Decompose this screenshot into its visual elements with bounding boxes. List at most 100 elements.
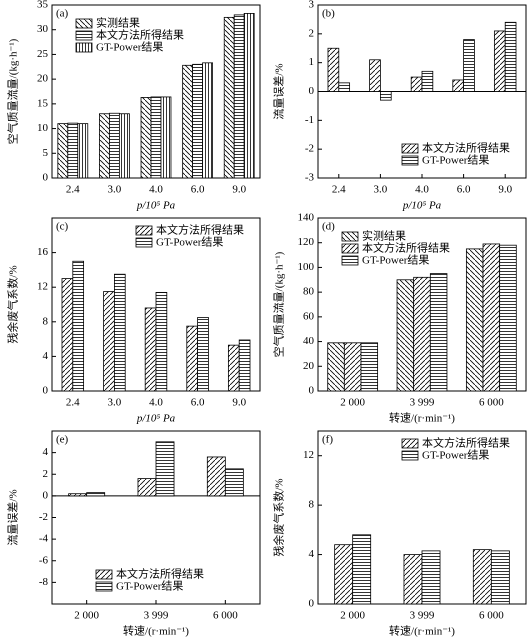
legend-label: 实测结果	[362, 229, 406, 243]
y-axis-label: 残余废气系数/%	[272, 478, 286, 556]
panel-label: (f)	[322, 434, 333, 446]
bar	[429, 273, 448, 392]
x-tick-label: 3.0	[108, 397, 122, 409]
bar	[327, 342, 345, 392]
y-tick-label: 2	[309, 27, 315, 39]
y-tick-label: 8	[309, 499, 315, 511]
y-tick-label: 25	[37, 48, 49, 60]
bar	[343, 342, 362, 392]
legend-swatch	[75, 30, 93, 41]
x-tick-label: 4.0	[149, 397, 163, 409]
bar	[327, 47, 340, 92]
y-tick-label: 35	[37, 0, 49, 11]
y-tick-label: 1	[309, 56, 315, 68]
bar	[490, 550, 510, 605]
bar	[114, 273, 126, 392]
bar	[103, 291, 115, 392]
y-tick-label: 8	[43, 315, 49, 327]
bar	[67, 122, 79, 179]
bar	[186, 325, 198, 392]
x-axis-label: p/10⁵ Pa	[136, 413, 176, 425]
legend-label: GT-Power结果	[422, 154, 489, 167]
y-tick-label: 4	[309, 548, 315, 560]
legend-label: GT-Power结果	[116, 580, 183, 593]
y-tick-label: 140	[298, 212, 315, 224]
y-tick-label: 40	[303, 335, 315, 347]
legend-label: 本文方法所得结果	[116, 567, 204, 581]
y-tick-label: -2	[305, 143, 314, 155]
x-axis-label: p/10⁵ Pa	[402, 200, 442, 212]
bar	[223, 16, 235, 179]
panel-label: (c)	[56, 221, 69, 233]
legend-swatch	[75, 42, 93, 53]
y-tick-label: 16	[37, 246, 49, 258]
legend-swatch	[135, 237, 153, 248]
y-tick-label: 0	[309, 598, 315, 610]
legend-label: GT-Power结果	[422, 449, 489, 462]
x-tick-label: 9.0	[498, 184, 512, 196]
bar	[86, 492, 106, 497]
legend-label: 实测结果	[96, 16, 140, 30]
y-tick-label: 120	[298, 236, 315, 248]
y-tick-label: -4	[39, 533, 49, 545]
bar	[140, 97, 152, 179]
x-tick-label: 3 999	[410, 397, 435, 409]
legend-swatch	[341, 243, 359, 254]
x-tick-label: 2.4	[66, 184, 80, 196]
legend-swatch	[341, 231, 359, 242]
x-axis-label: 转速/(r·min⁻¹)	[389, 624, 455, 638]
bar	[352, 534, 372, 605]
bar	[472, 549, 492, 605]
bar	[72, 260, 85, 392]
bar	[243, 13, 255, 179]
bar	[338, 82, 351, 92]
bar	[197, 317, 209, 392]
legend-swatch	[135, 225, 153, 236]
y-tick-label: 2	[43, 468, 49, 480]
bar	[379, 91, 392, 101]
bar	[410, 76, 423, 92]
y-tick-label: -2	[39, 511, 48, 523]
y-tick-label: 30	[37, 23, 49, 35]
bar	[463, 39, 475, 92]
y-axis-label: 空气质量流量/(kg·h⁻¹)	[6, 38, 20, 144]
x-tick-label: 2 000	[340, 610, 365, 622]
bar	[150, 96, 162, 179]
legend-swatch	[95, 569, 113, 580]
bar	[224, 468, 244, 497]
y-tick-label: 15	[37, 97, 49, 109]
legend-swatch	[75, 18, 93, 29]
x-tick-label: 6.0	[457, 184, 471, 196]
bar	[155, 291, 168, 392]
bar	[109, 112, 120, 179]
x-tick-label: 2 000	[74, 610, 99, 622]
legend-label: 本文方法所得结果	[96, 28, 184, 42]
y-tick-label: 5	[43, 147, 49, 159]
bar	[160, 96, 172, 179]
y-tick-label: 100	[298, 261, 315, 273]
bar	[99, 113, 110, 179]
y-tick-label: -6	[39, 554, 49, 566]
x-axis-label: 转速/(r·min⁻¹)	[389, 411, 455, 425]
x-tick-label: 4.0	[149, 184, 163, 196]
bar	[144, 307, 157, 392]
bar	[499, 244, 517, 392]
y-tick-label: 10	[37, 122, 49, 134]
legend-swatch	[95, 581, 113, 592]
y-axis-label: 残余废气系数/%	[6, 265, 20, 343]
y-tick-label: 60	[303, 310, 315, 322]
bar	[504, 21, 517, 92]
x-tick-label: 2.4	[332, 184, 346, 196]
bar	[202, 62, 213, 179]
legend-label: 本文方法所得结果	[422, 436, 510, 450]
x-tick-label: 6 000	[213, 610, 238, 622]
bar	[77, 123, 89, 179]
legend-label: 本文方法所得结果	[362, 241, 450, 255]
x-tick-label: 6.0	[191, 397, 205, 409]
x-tick-label: 6 000	[479, 610, 504, 622]
panel-label: (a)	[56, 8, 69, 20]
bar	[334, 544, 354, 605]
y-tick-label: 0	[309, 385, 315, 397]
